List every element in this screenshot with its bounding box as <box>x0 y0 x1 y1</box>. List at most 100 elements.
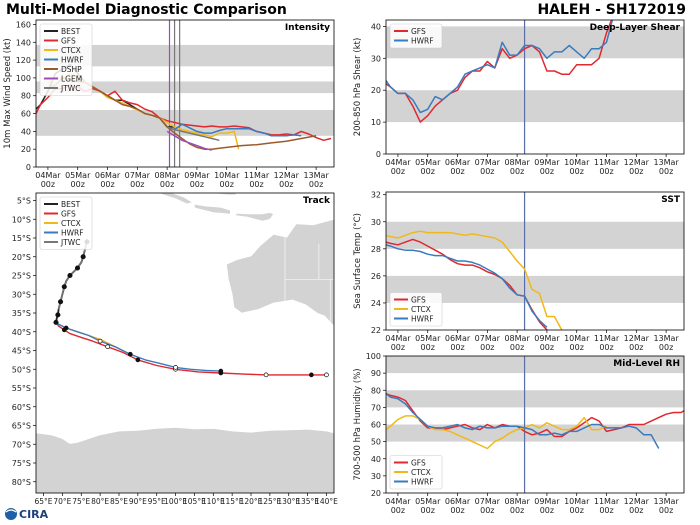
rh-ylabel: 700-500 hPa Humidity (%) <box>353 368 363 480</box>
track-ytick-label: 55°S <box>12 384 31 393</box>
shear-xtick-hour: 00z <box>510 167 524 176</box>
rh-band-1 <box>386 390 684 407</box>
sst-legend-label-hwrf: HWRF <box>411 315 434 324</box>
sst-legend-label-gfs: GFS <box>411 296 426 305</box>
sst-xtick-day: 08Mar <box>504 334 530 343</box>
sst-band-1 <box>386 222 684 249</box>
intensity-legend-label-best: BEST <box>61 27 81 36</box>
shear-xtick-hour: 00z <box>480 167 494 176</box>
track-marker-gfs <box>264 373 268 377</box>
intensity-xtick-hour: 00z <box>249 180 263 189</box>
cira-logo-text: CIRA <box>19 508 49 521</box>
track-xtick-label: 85°E <box>110 497 128 506</box>
antarctica-land <box>36 427 334 500</box>
track-marker-best <box>81 255 85 259</box>
intensity-xtick-hour: 00z <box>160 180 174 189</box>
track-marker-best <box>62 285 66 289</box>
intensity-legend-label-lgem: LGEM <box>61 75 82 84</box>
track-ytick-label: 75°S <box>12 459 31 468</box>
track-marker-best <box>68 273 72 277</box>
sst-xtick-day: 07Mar <box>475 334 501 343</box>
rh-ytick-label: 100 <box>366 352 381 361</box>
intensity-panel: 02040608010012014016004Mar00z05Mar00z06M… <box>3 20 334 189</box>
track-xtick-label: 65°E <box>35 497 53 506</box>
track-marker-best <box>58 300 62 304</box>
rh-ytick-label: 40 <box>371 455 381 464</box>
shear-xtick-day: 11Mar <box>594 158 620 167</box>
sst-xtick-hour: 00z <box>659 343 673 352</box>
sst-xtick-hour: 00z <box>629 343 643 352</box>
sst-ytick-label: 30 <box>371 218 381 227</box>
track-line-gfs <box>56 322 327 375</box>
sst-xtick-hour: 00z <box>599 343 613 352</box>
rh-ytick-label: 60 <box>371 421 381 430</box>
intensity-xtick-day: 13Mar <box>303 171 329 180</box>
rh-xtick-day: 04Mar <box>385 497 411 506</box>
sst-xtick-day: 13Mar <box>653 334 679 343</box>
shear-xtick-day: 09Mar <box>534 158 560 167</box>
shear-xtick-hour: 00z <box>629 167 643 176</box>
intensity-ytick-label: 100 <box>16 74 31 83</box>
rh-ytick-label: 90 <box>371 369 381 378</box>
shear-legend-label-hwrf: HWRF <box>411 37 434 46</box>
sst-ytick-label: 28 <box>371 245 381 254</box>
track-ytick-label: 20°S <box>12 253 31 262</box>
intensity-xtick-day: 04Mar <box>35 171 61 180</box>
shear-title: Deep-Layer Shear <box>590 23 681 33</box>
sst-xtick-day: 12Mar <box>624 334 650 343</box>
rh-xtick-day: 11Mar <box>594 497 620 506</box>
rh-ytick-label: 30 <box>371 472 381 481</box>
sst-panel: 22242628303204Mar00z05Mar00z06Mar00z07Ma… <box>353 191 684 352</box>
track-marker-gfs <box>106 345 110 349</box>
sst-ytick-label: 22 <box>371 326 381 335</box>
rh-xtick-hour: 00z <box>570 506 584 515</box>
sst-xtick-hour: 00z <box>570 343 584 352</box>
track-ytick-label: 80°S <box>12 478 31 487</box>
shear-xtick-day: 08Mar <box>504 158 530 167</box>
rh-xtick-day: 10Mar <box>564 497 590 506</box>
intensity-ytick-label: 60 <box>21 110 31 119</box>
rh-xtick-hour: 00z <box>391 506 405 515</box>
intensity-ytick-label: 0 <box>26 163 31 172</box>
intensity-title: Intensity <box>285 23 330 33</box>
track-ytick-label: 60°S <box>12 403 31 412</box>
rh-xtick-hour: 00z <box>421 506 435 515</box>
track-marker-best <box>54 320 58 324</box>
sst-xtick-hour: 00z <box>391 343 405 352</box>
track-marker-hwrf <box>219 369 223 373</box>
track-ytick-label: 30°S <box>12 290 31 299</box>
rh-ytick-label: 80 <box>371 386 381 395</box>
rh-xtick-hour: 00z <box>450 506 464 515</box>
track-marker-gfs <box>309 373 313 377</box>
shear-xtick-day: 12Mar <box>624 158 650 167</box>
track-legend-label-hwrf: HWRF <box>61 229 84 238</box>
track-xtick-label: 80°E <box>91 497 109 506</box>
intensity-xtick-day: 07Mar <box>125 171 151 180</box>
rh-xtick-day: 09Mar <box>534 497 560 506</box>
rh-xtick-hour: 00z <box>540 506 554 515</box>
shear-xtick-hour: 00z <box>421 167 435 176</box>
sst-xtick-hour: 00z <box>421 343 435 352</box>
rh-xtick-day: 12Mar <box>624 497 650 506</box>
track-marker-best <box>56 313 60 317</box>
rh-xtick-day: 13Mar <box>653 497 679 506</box>
track-ytick-label: 40°S <box>12 328 31 337</box>
lesser-sunda-land <box>236 213 274 222</box>
shear-panel: 01020304004Mar00z05Mar00z06Mar00z07Mar00… <box>353 7 684 176</box>
intensity-legend-label-dshp: DSHP <box>61 65 82 74</box>
track-legend-label-gfs: GFS <box>61 210 76 219</box>
track-ytick-label: 10°S <box>12 215 31 224</box>
sst-legend-label-ctcx: CTCX <box>411 305 431 314</box>
sst-xtick-day: 04Mar <box>385 334 411 343</box>
rh-xtick-hour: 00z <box>629 506 643 515</box>
cira-logo: CIRA <box>5 508 49 521</box>
track-xtick-label: 140°E <box>315 497 338 506</box>
rh-ytick-label: 50 <box>371 438 381 447</box>
shear-ytick-label: 20 <box>371 86 381 95</box>
track-xtick-label: 70°E <box>53 497 71 506</box>
intensity-legend-label-ctcx: CTCX <box>61 46 81 55</box>
